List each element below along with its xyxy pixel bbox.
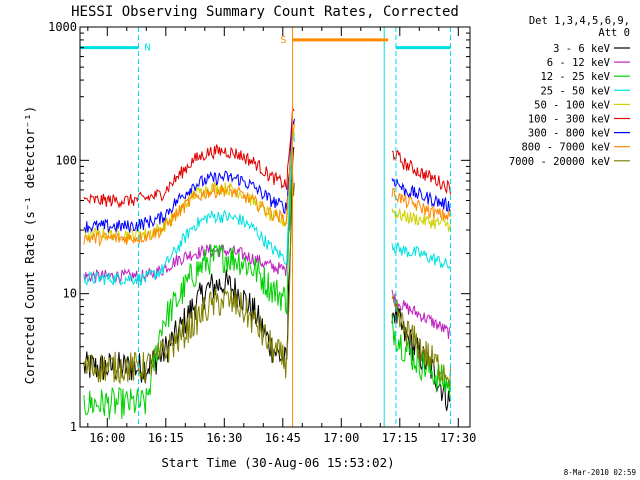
x-tick-label-1715: 17:15 [382, 431, 418, 445]
x-tick-label-1645: 16:45 [265, 431, 301, 445]
legend-label-9: 7000 - 20000 keV [509, 156, 611, 168]
footer-timestamp: 8-Mar-2010 02:59 [564, 468, 636, 477]
flag-label-N: N [145, 43, 151, 54]
x-tick-label-1630: 16:30 [206, 431, 242, 445]
x-tick-label-1700: 17:00 [323, 431, 359, 445]
legend-label-5: 50 - 100 keV [534, 99, 611, 111]
legend-label-7: 300 - 800 keV [528, 128, 611, 140]
legend-label-4: 25 - 50 keV [540, 85, 610, 97]
series-line-2 [83, 137, 451, 339]
flag-label-S: S [281, 35, 287, 46]
x-tick-label-1600: 16:00 [89, 431, 125, 445]
series-line-7 [83, 118, 451, 234]
x-tick-label-1615: 16:15 [148, 431, 184, 445]
legend-header-1: Det 1,3,4,5,6,9, [529, 15, 630, 27]
legend: Det 1,3,4,5,6,9,Att 0 3 - 6 keV 6 - 12 keV… [509, 15, 630, 168]
y-tick-label-100: 100 [55, 153, 77, 167]
series-group: NS [80, 27, 451, 427]
legend-label-1: 3 - 6 keV [553, 43, 611, 55]
series-line-6 [83, 107, 451, 209]
y-tick-label-1: 1 [70, 420, 77, 434]
legend-label-6: 100 - 300 keV [528, 114, 611, 126]
series-line-9 [83, 174, 451, 387]
x-axis-label: Start Time (30-Aug-06 15:53:02) [161, 455, 394, 470]
legend-label-8: 800 - 7000 keV [521, 142, 610, 154]
series-line-8 [83, 123, 451, 247]
y-axis-label: Corrected Count Rate (s⁻¹ detector⁻¹) [22, 106, 37, 384]
chart-title: HESSI Observing Summary Count Rates, Cor… [71, 4, 459, 20]
y-tick-label-10: 10 [63, 287, 77, 301]
x-tick-label-1730: 17:30 [440, 431, 476, 445]
legend-header-2: Att 0 [598, 27, 630, 39]
y-tick-label-1000: 1000 [48, 20, 77, 34]
plot-frame [79, 26, 471, 428]
legend-label-3: 12 - 25 keV [540, 71, 610, 83]
legend-label-2: 6 - 12 keV [547, 57, 611, 69]
series-line-4 [83, 132, 451, 287]
